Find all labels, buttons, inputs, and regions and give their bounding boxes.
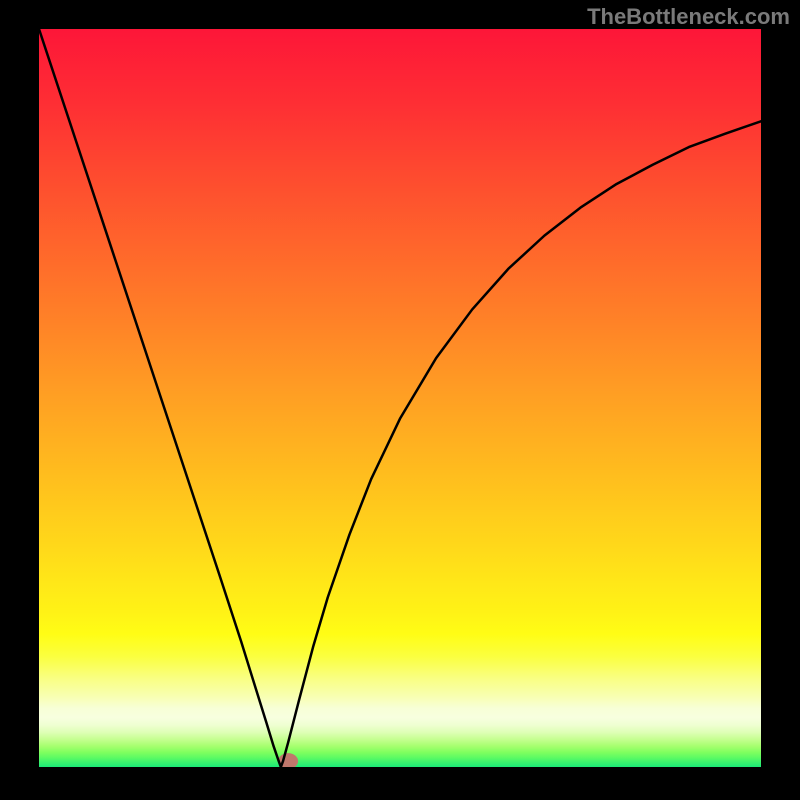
curve-path [39,29,761,767]
chart-container: TheBottleneck.com [0,0,800,800]
watermark-text: TheBottleneck.com [587,4,790,30]
bottleneck-curve [39,29,761,767]
plot-area [39,29,761,767]
